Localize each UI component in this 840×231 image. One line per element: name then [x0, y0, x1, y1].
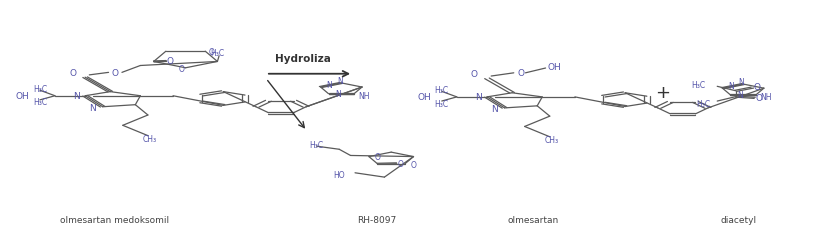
Text: diacetyl: diacetyl [720, 215, 756, 224]
Text: CH₃: CH₃ [143, 134, 156, 143]
Text: H₃C: H₃C [696, 100, 710, 109]
Text: N: N [475, 93, 482, 102]
Text: O: O [471, 70, 478, 79]
Text: N: N [326, 81, 332, 90]
Text: H₃C: H₃C [310, 141, 323, 150]
Text: Hydroliza: Hydroliza [275, 53, 331, 64]
Text: O: O [112, 69, 118, 78]
Text: O: O [755, 94, 763, 103]
Text: H₃C: H₃C [210, 49, 224, 58]
Text: O: O [753, 82, 760, 91]
Text: OH: OH [417, 93, 431, 102]
Text: H₃C: H₃C [33, 84, 47, 93]
Text: +: + [655, 84, 670, 102]
Text: O: O [178, 65, 184, 74]
Text: OH: OH [547, 63, 561, 72]
Text: H₃C: H₃C [435, 85, 449, 94]
Text: CH₃: CH₃ [544, 135, 559, 144]
Text: N: N [89, 103, 96, 112]
Text: O: O [209, 48, 215, 56]
Text: H₃C: H₃C [435, 99, 449, 108]
Text: O: O [375, 152, 381, 161]
Text: O: O [167, 57, 174, 66]
Text: N: N [738, 91, 743, 100]
Text: RH-8097: RH-8097 [357, 215, 396, 224]
Text: NH: NH [760, 93, 772, 102]
Text: H₃C: H₃C [691, 81, 706, 89]
Text: OH: OH [15, 92, 29, 101]
Text: N: N [73, 92, 80, 101]
Text: N: N [728, 82, 733, 91]
Text: N: N [337, 76, 343, 85]
Text: olmesartan medoksomil: olmesartan medoksomil [60, 215, 169, 224]
Text: NH: NH [359, 92, 370, 100]
Text: O: O [69, 69, 76, 78]
Text: HO: HO [333, 170, 345, 179]
Text: O: O [411, 161, 417, 170]
Text: olmesartan: olmesartan [507, 215, 559, 224]
Text: N: N [336, 90, 341, 99]
Text: O: O [398, 159, 404, 168]
Text: N: N [738, 77, 744, 86]
Text: N: N [491, 104, 498, 113]
Text: O: O [517, 69, 525, 78]
Text: H₃C: H₃C [33, 98, 47, 107]
